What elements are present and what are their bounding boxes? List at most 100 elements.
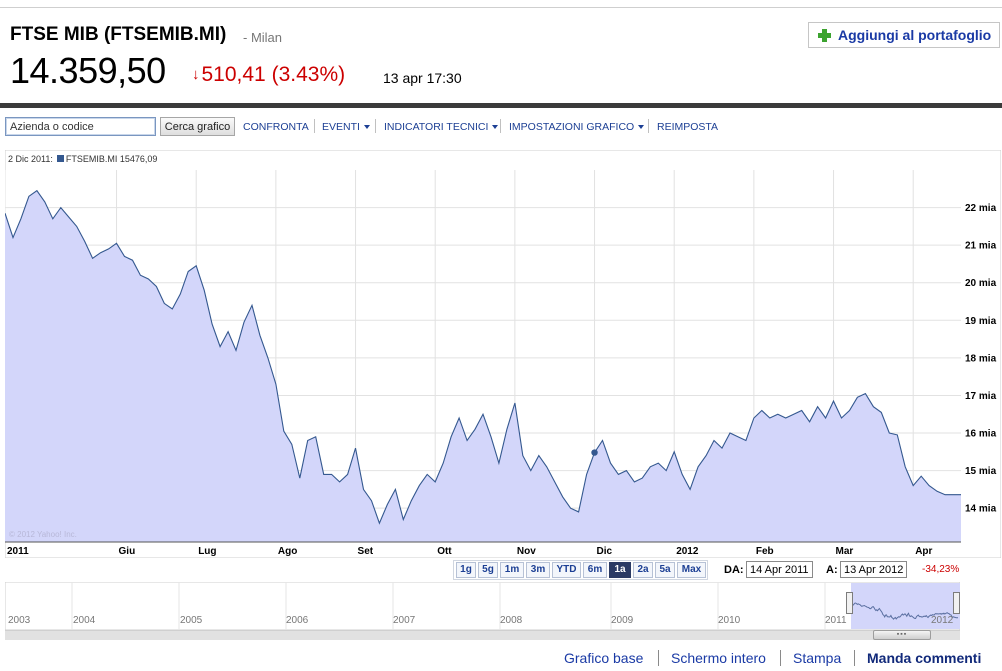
range-1m-button[interactable]: 1m xyxy=(500,562,524,578)
y-axis-labels: 14 mia 15 mia 16 mia 17 mia 18 mia 19 mia 20 m… xyxy=(965,203,997,515)
x-tick-label: Mar xyxy=(836,546,854,557)
price-chart[interactable]: 14 mia 15 mia 16 mia 17 mia 18 mia 19 mia 20 m… xyxy=(5,150,1001,558)
from-date-input[interactable] xyxy=(746,561,813,578)
x-tick-label: Feb xyxy=(756,546,774,557)
footer-divider xyxy=(780,650,781,666)
y-tick-label: 21 mia xyxy=(965,241,997,252)
price-area xyxy=(5,190,961,542)
y-tick-label: 18 mia xyxy=(965,353,997,364)
x-tick-label: Ago xyxy=(278,546,297,557)
basic-chart-link[interactable]: Grafico base xyxy=(564,650,644,666)
legend-swatch xyxy=(56,155,64,162)
x-tick-label: Giu xyxy=(119,546,136,557)
last-price: 14.359,50 xyxy=(10,50,166,91)
compare-menu[interactable]: CONFRONTA xyxy=(243,121,309,133)
price-change: ↓510,41 (3.43%) xyxy=(192,63,345,87)
navigator-year-label: 2003 xyxy=(8,615,31,626)
navigator-year-label: 2010 xyxy=(718,615,741,626)
range-5a-button[interactable]: 5a xyxy=(655,562,675,578)
header-separator xyxy=(0,103,1002,108)
navigator-frame xyxy=(5,582,960,630)
exchange-label: - Milan xyxy=(243,30,283,45)
symbol-search-input[interactable] xyxy=(5,117,156,136)
y-tick-label: 22 mia xyxy=(965,203,997,214)
fullscreen-link[interactable]: Schermo intero xyxy=(671,650,766,666)
navigator-year-label: 2007 xyxy=(393,615,416,626)
navigator-scroll-thumb[interactable]: ▪▪▪ xyxy=(873,630,931,640)
technical-indicators-label: INDICATORI TECNICI xyxy=(384,121,489,133)
range-1a-button[interactable]: 1a xyxy=(609,562,631,578)
quote-name: FTSE MIB (FTSEMIB.MI) xyxy=(10,24,227,45)
navigator-year-label: 2006 xyxy=(286,615,309,626)
reset-menu[interactable]: REIMPOSTA xyxy=(657,121,718,133)
x-tick-label: Ott xyxy=(437,546,452,557)
range-3m-button[interactable]: 3m xyxy=(526,562,550,578)
x-tick-label: Dic xyxy=(597,546,613,557)
chart-settings-menu[interactable]: IMPOSTAZIONI GRAFICO xyxy=(509,121,645,133)
navigator-year-label: 2005 xyxy=(180,615,203,626)
y-tick-label: 19 mia xyxy=(965,316,997,327)
navigator-year-label: 2011 xyxy=(825,615,847,626)
send-feedback-link[interactable]: Manda commenti xyxy=(867,650,982,666)
navigator-year-label: 2004 xyxy=(73,615,96,626)
toolbar-divider xyxy=(648,119,649,133)
chart-legend: 2 Dic 2011: FTSEMIB.MI 15476,09 xyxy=(8,154,157,164)
arrow-down-icon: ↓ xyxy=(192,66,200,83)
navigator-year-label: 2009 xyxy=(611,615,634,626)
print-link[interactable]: Stampa xyxy=(793,650,842,666)
x-tick-label: Apr xyxy=(915,546,932,557)
change-value: 510,41 xyxy=(201,63,266,86)
highlight-point xyxy=(591,449,598,456)
price-line xyxy=(5,189,961,525)
to-date-label: A: xyxy=(826,564,838,576)
chevron-down-icon xyxy=(492,125,499,129)
range-5g-button[interactable]: 5g xyxy=(478,562,498,578)
navigator-year-label: 2012 xyxy=(931,615,954,626)
plus-icon xyxy=(818,28,831,42)
top-border xyxy=(0,7,1002,8)
y-tick-label: 15 mia xyxy=(965,466,997,477)
x-tick-label: Lug xyxy=(198,546,216,557)
add-to-portfolio-button[interactable]: Aggiungi al portafoglio xyxy=(808,22,1000,48)
footer-divider xyxy=(854,650,855,666)
x-tick-label: Set xyxy=(358,546,374,557)
range-max-button[interactable]: Max xyxy=(677,562,706,578)
reset-label: REIMPOSTA xyxy=(657,121,719,133)
range-6m-button[interactable]: 6m xyxy=(583,562,607,578)
navigator-selection[interactable] xyxy=(851,583,960,629)
y-tick-label: 17 mia xyxy=(965,391,997,402)
chart-settings-label: IMPOSTAZIONI GRAFICO xyxy=(509,121,635,133)
events-menu[interactable]: EVENTI xyxy=(322,121,370,133)
copyright-watermark: © 2012 Yahoo! Inc. xyxy=(9,530,77,539)
range-2a-button[interactable]: 2a xyxy=(633,562,653,578)
toolbar-divider xyxy=(314,119,315,133)
add-to-portfolio-label: Aggiungi al portafoglio xyxy=(838,27,992,43)
legend-series: FTSEMIB.MI 15476,09 xyxy=(65,154,158,164)
timeline-navigator[interactable] xyxy=(5,582,960,630)
range-change-percent: -34,23% xyxy=(922,564,960,575)
y-tick-label: 16 mia xyxy=(965,429,997,440)
toolbar-divider xyxy=(375,119,376,133)
search-chart-button[interactable]: Cerca grafico xyxy=(160,117,235,136)
events-label: EVENTI xyxy=(322,121,360,133)
technical-indicators-menu[interactable]: INDICATORI TECNICI xyxy=(384,121,499,133)
legend-date: 2 Dic 2011: xyxy=(8,154,53,164)
navigator-scrollbar[interactable] xyxy=(5,630,960,640)
range-ytd-button[interactable]: YTD xyxy=(552,562,581,578)
x-axis-labels: 2011 Giu Lug Ago Set Ott Nov Dic 2012 Feb Mar Apr xyxy=(7,546,933,557)
chevron-down-icon xyxy=(363,125,370,129)
navigator-left-handle[interactable] xyxy=(846,592,853,614)
to-date-input[interactable] xyxy=(840,561,907,578)
range-buttons-group xyxy=(453,560,708,580)
range-1g-button[interactable]: 1g xyxy=(456,562,476,578)
navigator-right-handle[interactable] xyxy=(953,592,960,614)
compare-label: CONFRONTA xyxy=(243,121,309,133)
navigator-year-label: 2008 xyxy=(500,615,523,626)
navigator-line xyxy=(851,602,958,620)
navigator-grid xyxy=(71,582,932,630)
chevron-down-icon xyxy=(638,125,645,129)
x-tick-label: 2012 xyxy=(676,546,699,557)
y-tick-label: 14 mia xyxy=(965,504,997,515)
x-tick-label: Nov xyxy=(517,546,536,557)
change-percent: (3.43%) xyxy=(271,63,346,86)
